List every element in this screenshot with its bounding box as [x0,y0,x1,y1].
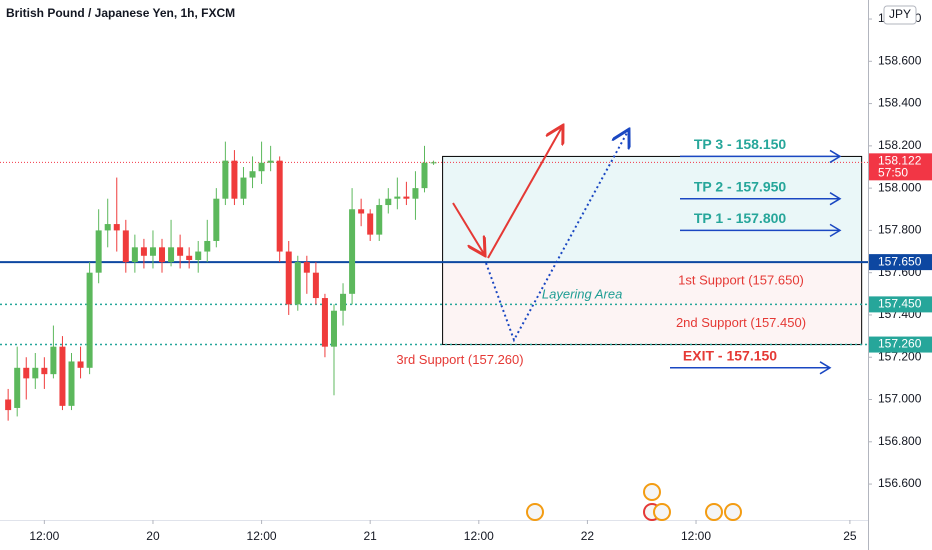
candle-body [285,251,292,305]
candle-body [168,247,175,263]
x-tick-label: 22 [581,529,595,543]
target-arrowhead [829,149,842,164]
candle-body [14,367,21,408]
candle-body [140,247,147,256]
candle-body [276,160,283,252]
scenario-arrow [485,131,628,343]
chart-title: British Pound / Japanese Yen, 1h, FXCM [6,6,235,20]
candle-body [258,162,265,172]
candle-body [77,361,84,368]
level-tag-label: 157.260 [878,337,922,351]
currency-label[interactable]: JPY [889,7,911,21]
level-tag [869,336,932,353]
candle-body [204,240,211,252]
candle-body [68,361,75,406]
candle-body [149,247,156,256]
countdown-label: 57:50 [878,166,908,180]
candle-body [86,272,93,368]
last-price-label: 158.122 [878,154,922,168]
candle-body [430,162,437,164]
candle-body [312,272,319,299]
target-arrowhead [819,361,832,375]
y-tick-label: 158.400 [878,96,922,110]
candle-body [367,213,374,235]
target-label: TP 2 - 157.950 [694,178,787,194]
candle-body [195,251,202,260]
candle-body [177,247,184,256]
currency-button[interactable] [883,5,917,25]
candle-body [104,224,111,231]
candle-body [294,262,301,305]
candle-body [340,293,347,311]
y-tick-label: 156.600 [878,476,922,490]
candle-body [222,160,229,199]
candle-body [267,160,274,163]
candle-body [213,198,220,241]
candle-body [5,399,12,411]
zone-label: Layering Area [542,287,622,302]
x-tick-label: 21 [364,529,378,543]
target-label: EXIT - 157.150 [683,348,777,364]
last-price-tag [869,153,932,181]
candle-body [240,177,247,199]
candle-body [32,367,39,379]
candle-body [403,196,410,199]
target-arrowhead [829,223,842,238]
candle-body [50,346,57,375]
target-label: TP 1 - 157.800 [694,210,787,226]
scenario-arrow [487,127,562,259]
candle-body [113,224,120,231]
candle-body [303,262,310,273]
target-zone [442,155,863,263]
x-tick-label: 25 [843,529,857,543]
level-tag [869,254,932,271]
candle-body [159,247,166,263]
candle-body [186,255,193,260]
candle-body [321,298,328,347]
scenario-arrow [452,202,484,254]
y-tick-label: 157.800 [878,223,922,237]
candle-body [249,171,256,178]
candle-body [59,346,66,406]
candle-body [41,367,48,375]
target-arrowhead [829,192,842,206]
y-tick-label: 157.000 [878,392,922,406]
x-tick-label: 12:00 [681,529,711,543]
support-label: 3rd Support (157.260) [396,352,523,367]
level-tag-label: 157.650 [878,254,922,268]
y-tick-label: 157.200 [878,349,922,363]
y-tick-label: 156.800 [878,434,922,448]
y-tick-label: 158.000 [878,180,922,194]
candle-body [376,205,383,235]
candle-body [421,162,428,189]
candle-body [394,196,401,199]
candle-body [330,310,337,347]
candle-body [358,209,365,214]
y-tick-label: 158.600 [878,53,922,67]
candle-body [231,160,238,199]
candle-body [95,230,102,273]
y-tick-label: 158.200 [878,138,922,152]
x-tick-label: 12:00 [29,529,59,543]
candle-body [23,367,30,379]
candle-body [412,188,419,199]
layering-zone [442,261,863,346]
event-icons [526,483,742,521]
level-tag [869,296,932,313]
x-tick-label: 12:00 [464,529,494,543]
candle-body [122,230,129,263]
target-label: TP 3 - 158.150 [694,136,787,152]
candle-body [349,209,356,294]
x-tick-label: 12:00 [247,529,277,543]
support-label: 1st Support (157.650) [678,273,804,288]
candle-body [385,198,392,206]
candle-body [131,247,138,263]
support-label: 2nd Support (157.450) [676,315,806,330]
level-tag-label: 157.450 [878,297,922,311]
x-tick-label: 20 [146,529,160,543]
